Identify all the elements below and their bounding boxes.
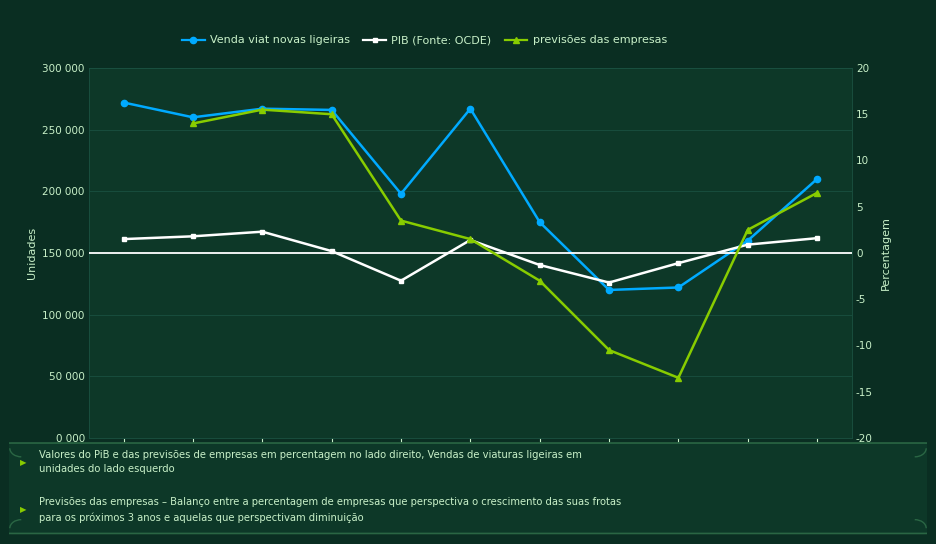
Legend: Venda viat novas ligeiras, PIB (Fonte: OCDE), previsões das empresas: Venda viat novas ligeiras, PIB (Fonte: O… — [178, 31, 671, 50]
Text: Previsões das empresas – Balanço entre a percentagem de empresas que perspectiva: Previsões das empresas – Balanço entre a… — [38, 497, 621, 523]
FancyBboxPatch shape — [0, 443, 936, 534]
Text: Valores do PiB e das previsões de empresas em percentagem no lado direito, Venda: Valores do PiB e das previsões de empres… — [38, 450, 581, 474]
Text: ▶: ▶ — [21, 505, 27, 514]
Y-axis label: Unidades: Unidades — [27, 227, 37, 279]
Text: ▶: ▶ — [21, 458, 27, 467]
Y-axis label: Percentagem: Percentagem — [882, 216, 891, 290]
